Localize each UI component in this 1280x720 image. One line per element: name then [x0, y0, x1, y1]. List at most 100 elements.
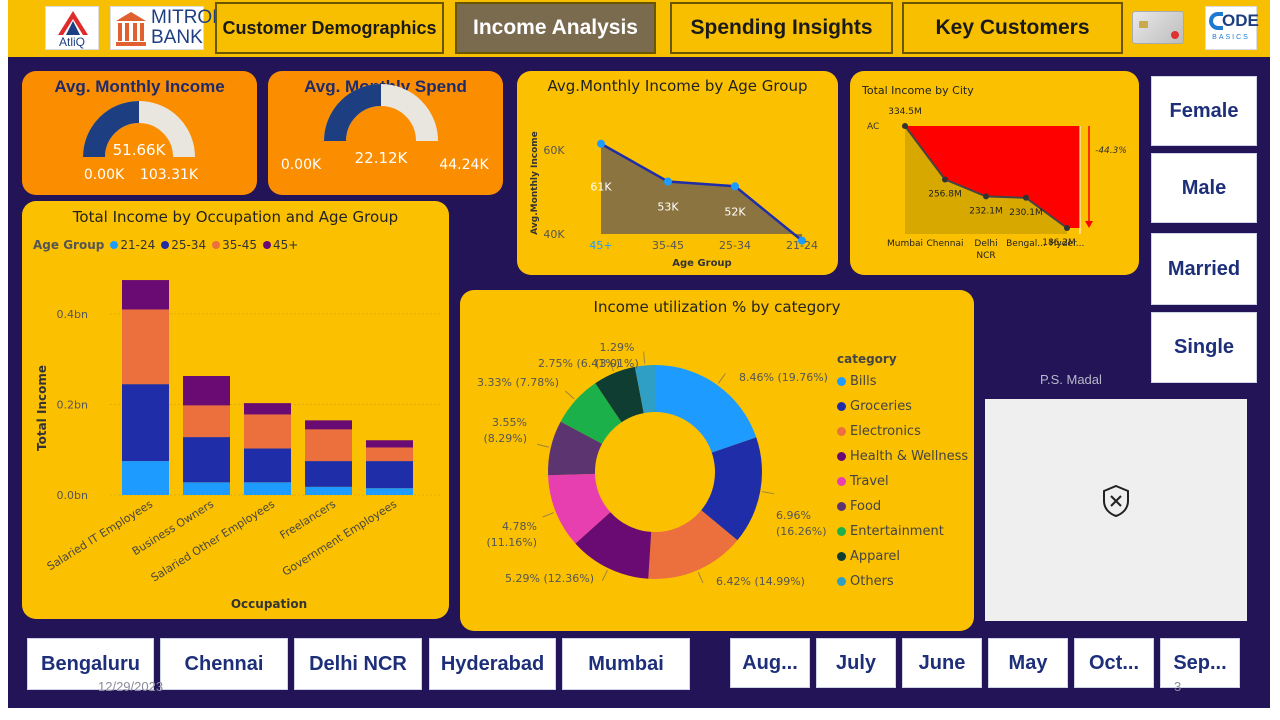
occupation-bar-segment [244, 448, 291, 483]
age-chart-area [601, 143, 802, 241]
donut-leader-line [643, 351, 646, 364]
legend-dot-25-34-icon [161, 241, 170, 249]
occupation-bar-segment [366, 488, 413, 495]
donut-legend-item: Food [837, 494, 968, 519]
slicer-month-july[interactable]: July [816, 638, 896, 688]
donut-legend-dot-icon [837, 502, 846, 511]
donut-leader-line [601, 569, 608, 582]
slicer-month-may[interactable]: May [988, 638, 1068, 688]
slicer-married[interactable]: Married [1151, 233, 1257, 305]
city-chart-delta-label: -44.3% [1095, 146, 1127, 156]
slicer-month-oct[interactable]: Oct... [1074, 638, 1154, 688]
slicer-city-hyderabad[interactable]: Hyderabad [429, 638, 556, 690]
tab-key-customers[interactable]: Key Customers [902, 2, 1123, 54]
age-chart-xlabel: Age Group [672, 258, 731, 269]
occupation-bar-segment [122, 384, 169, 462]
age-chart-xtick: 25-34 [719, 239, 751, 252]
slicer-female[interactable]: Female [1151, 76, 1257, 146]
occupation-xtick: Government Employees [280, 497, 399, 578]
occupation-legend-35-45: 35-45 [222, 238, 257, 252]
slicer-month-june[interactable]: June [902, 638, 982, 688]
occupation-bar-segment [244, 403, 291, 415]
occupation-legend-25-34: 25-34 [171, 238, 207, 252]
tab-customer-demographics[interactable]: Customer Demographics [215, 2, 444, 54]
donut-data-label: 3.55% [492, 416, 527, 429]
age-chart-point [731, 182, 739, 191]
donut-slice [548, 421, 603, 476]
occupation-legend-21-24: 21-24 [120, 238, 156, 252]
legend-dot-45-plus-icon [262, 241, 271, 249]
bank-logo-text: MITRON BANK [151, 8, 226, 48]
donut-legend-label: Groceries [850, 399, 912, 414]
donut-data-label: 2.75% (6.41%) [538, 357, 620, 370]
slicer-city-bengaluru[interactable]: Bengaluru [27, 638, 154, 690]
kpi-avg-monthly-spend: Avg. Monthly Spend 22.12K 0.00K 44.24K [268, 71, 503, 195]
slicer-male[interactable]: Male [1151, 153, 1257, 223]
city-chart-xtick: Mumbai [887, 239, 923, 249]
donut-leader-line [542, 512, 555, 518]
occupation-bar-segment [122, 461, 169, 495]
donut-leader-line [564, 390, 575, 400]
city-chart-data-label: 232.1M [969, 206, 1003, 216]
age-chart-point [664, 177, 672, 186]
donut-legend: category Bills Groceries Electronics Health… [837, 352, 968, 594]
kpi-spend-gauge: 22.12K 0.00K 44.24K [281, 84, 489, 173]
occupation-ytick: 0.0bn [57, 489, 88, 502]
city-chart-point [1023, 194, 1029, 201]
occupation-bar-segment [305, 486, 352, 495]
city-chart-area [905, 126, 1067, 234]
slicer-city-delhi-ncr[interactable]: Delhi NCR [294, 638, 422, 690]
footer-page-number: 3 [1174, 679, 1182, 694]
age-chart-data-label: 53K [657, 201, 679, 214]
donut-chart-title: Income utilization % by category [593, 298, 841, 316]
age-chart-svg: Avg.Monthly Income 60K 40K Age Group 61K… [530, 131, 818, 269]
slicer-city-mumbai[interactable]: Mumbai [562, 638, 690, 690]
kpi-income-value: 51.66K [113, 141, 167, 159]
occupation-ytick: 0.2bn [57, 399, 88, 412]
city-chart-decline-area [905, 126, 1080, 228]
occupation-bar-segment [183, 437, 230, 483]
kpi-spend-min: 0.00K [281, 157, 322, 173]
occupation-bar-segment [305, 461, 352, 487]
donut-data-label: 4.78% [502, 520, 537, 533]
occupation-chart-title: Total Income by Occupation and Age Group [72, 208, 399, 226]
city-chart-data-label: 334.5M [888, 107, 922, 117]
city-chart-point [1064, 225, 1070, 231]
occupation-bar-segment [183, 482, 230, 495]
codebasics-c-icon [1209, 12, 1223, 30]
slicer-month-sep[interactable]: Sep... [1160, 638, 1240, 688]
card-chip-icon [1139, 21, 1148, 28]
city-chart-point [942, 176, 948, 183]
donut-data-label: 1.29% [600, 341, 635, 354]
donut-data-label: (11.16%) [486, 536, 537, 549]
bank-logo-line1: MITRON [151, 7, 226, 28]
donut-leader-line [697, 571, 704, 584]
occupation-bar-segment [366, 447, 413, 462]
donut-legend-label: Food [850, 499, 882, 514]
tab-income-analysis[interactable]: Income Analysis [455, 2, 656, 54]
donut-legend-item: Others [837, 569, 968, 594]
donut-data-label: 6.96% [776, 509, 811, 522]
city-chart-point [902, 123, 908, 129]
slicer-month-aug[interactable]: Aug... [730, 638, 810, 688]
atliq-logo-text: AtliQ [58, 35, 85, 49]
donut-leader-line [762, 491, 775, 495]
card-income-by-occupation: Total Income by Occupation and Age Group… [22, 201, 449, 619]
donut-slice [575, 512, 652, 579]
occupation-bar-segment [366, 440, 413, 448]
age-chart-point [597, 139, 605, 148]
occupation-bar-segment [366, 461, 413, 489]
slicer-city-chennai[interactable]: Chennai [160, 638, 288, 690]
donut-slice [595, 366, 644, 423]
donut-legend-label: Bills [850, 374, 877, 389]
donut-slice [560, 383, 622, 444]
occupation-bar-segment [244, 414, 291, 449]
city-chart-title: Total Income by City [862, 84, 974, 97]
donut-legend-dot-icon [837, 552, 846, 561]
occupation-bar-segment [183, 375, 230, 406]
age-chart-line [600, 142, 803, 242]
donut-data-label: 6.42% (14.99%) [716, 575, 805, 588]
donut-legend-label: Electronics [850, 424, 921, 439]
tab-spending-insights[interactable]: Spending Insights [670, 2, 893, 54]
slicer-single[interactable]: Single [1151, 312, 1257, 383]
